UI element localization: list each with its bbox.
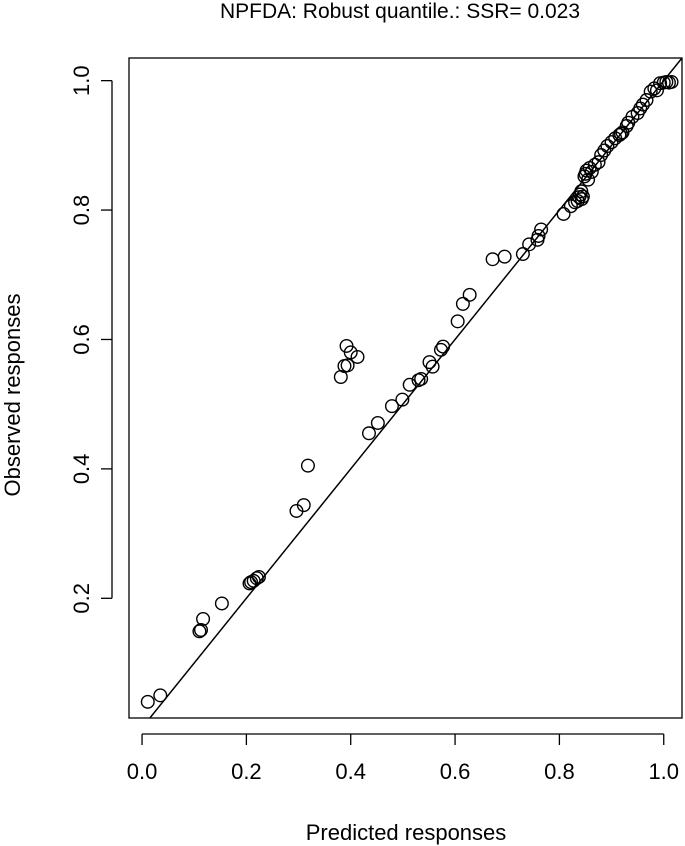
- data-point: [370, 415, 385, 430]
- data-point: [242, 576, 257, 591]
- data-point: [639, 93, 654, 108]
- data-point: [343, 345, 358, 360]
- plot-frame: [128, 57, 683, 719]
- data-point: [193, 623, 208, 638]
- data-point: [462, 287, 477, 302]
- y-tick-label: 0.8: [69, 195, 94, 226]
- data-point: [497, 249, 512, 264]
- data-point: [574, 184, 589, 199]
- data-point: [214, 596, 229, 611]
- x-tick-label: 0.8: [544, 759, 575, 784]
- data-point: [597, 143, 612, 158]
- data-point: [192, 624, 207, 639]
- data-point: [584, 164, 599, 179]
- x-tick-label: 0.0: [127, 759, 158, 784]
- data-point: [384, 399, 399, 414]
- y-axis: 0.2 0.4 0.6 0.8 1.0: [69, 65, 113, 614]
- data-point: [581, 172, 596, 187]
- data-point: [455, 296, 470, 311]
- chart-title: NPFDA: Robust quantile.: SSR= 0.023: [220, 0, 580, 23]
- data-point: [402, 377, 417, 392]
- plot-area: [128, 57, 683, 719]
- data-point: [436, 339, 451, 354]
- data-point: [522, 237, 537, 252]
- data-point: [395, 392, 410, 407]
- y-tick-label: 0.6: [69, 324, 94, 355]
- data-point: [556, 206, 571, 221]
- data-point: [196, 612, 211, 627]
- data-point: [643, 84, 658, 99]
- y-tick-label: 0.4: [69, 454, 94, 485]
- data-point: [612, 127, 627, 142]
- data-point: [414, 371, 429, 386]
- data-point: [604, 135, 619, 150]
- data-point: [296, 498, 311, 513]
- data-point: [534, 222, 549, 237]
- data-point: [591, 155, 606, 170]
- data-point: [531, 228, 546, 243]
- data-point: [251, 569, 266, 584]
- data-point: [635, 97, 650, 112]
- x-tick-label: 1.0: [648, 759, 679, 784]
- data-point: [515, 247, 530, 262]
- data-point: [587, 157, 602, 172]
- data-point: [450, 314, 465, 329]
- data-point: [350, 349, 365, 364]
- data-point: [600, 138, 615, 153]
- data-point: [422, 355, 437, 370]
- y-tick-label: 1.0: [69, 65, 94, 96]
- data-point: [361, 426, 376, 441]
- data-point: [664, 74, 679, 89]
- x-tick-label: 0.6: [440, 759, 471, 784]
- x-axis-label: Predicted responses: [306, 820, 507, 845]
- data-point: [140, 694, 155, 709]
- x-axis: 0.0 0.2 0.4 0.6 0.8 1.0: [127, 733, 679, 784]
- x-tick-label: 0.4: [335, 759, 366, 784]
- data-point: [340, 358, 355, 373]
- y-tick-label: 0.2: [69, 583, 94, 614]
- data-point: [575, 189, 590, 204]
- data-point: [249, 571, 264, 586]
- data-point: [425, 359, 440, 374]
- data-point: [300, 458, 315, 473]
- x-tick-label: 0.2: [231, 759, 262, 784]
- y-axis-label: Observed responses: [0, 294, 25, 497]
- data-point: [153, 688, 168, 703]
- data-point: [433, 342, 448, 357]
